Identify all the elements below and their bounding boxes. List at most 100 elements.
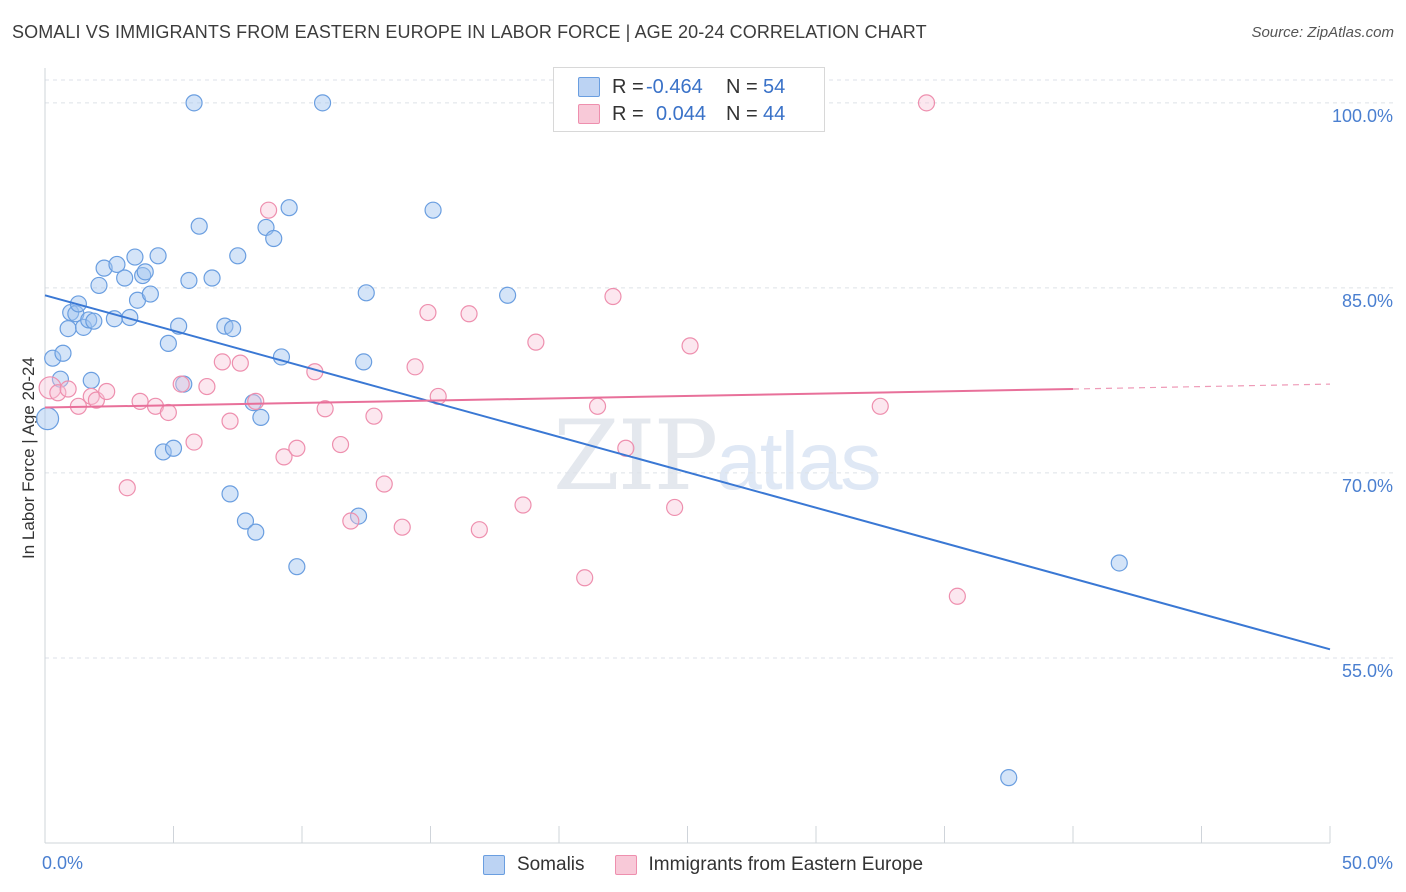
- somali-point: [82, 371, 100, 389]
- somali-point: [1110, 554, 1128, 572]
- chart-title: SOMALI VS IMMIGRANTS FROM EASTERN EUROPE…: [12, 22, 927, 42]
- somali-point: [108, 255, 126, 274]
- legend-r-value: -0.464: [646, 75, 703, 98]
- eastern-europe-point: [98, 382, 116, 401]
- y-tick-label: 70.0%: [1342, 476, 1393, 496]
- eastern-europe-point: [221, 412, 239, 430]
- somali-point: [126, 248, 144, 266]
- eastern-europe-point: [527, 333, 545, 351]
- somali-point: [288, 558, 306, 576]
- eastern-europe-point: [365, 407, 383, 425]
- legend-row-eastern-europe: R = 0.044 N = 44: [578, 101, 785, 127]
- somali-trend-line: [44, 294, 1331, 651]
- somali-point: [121, 308, 139, 327]
- eastern-europe-point: [576, 569, 594, 587]
- eastern-europe-point: [666, 498, 684, 517]
- y-tick-label: 100.0%: [1332, 106, 1393, 126]
- legend-row-somalis: R = -0.464 N = 54: [578, 74, 785, 100]
- x-tick-label: 0.0%: [42, 853, 83, 873]
- stats-legend: R = -0.464 N = 54 R = 0.044 N = 44: [553, 67, 825, 132]
- eastern-europe-point: [588, 397, 607, 415]
- eastern-europe-point: [198, 377, 216, 396]
- eastern-europe-point: [604, 287, 622, 306]
- legend-item-somalis[interactable]: Somalis: [482, 854, 585, 876]
- eastern-europe-point: [59, 380, 77, 398]
- eastern-europe-point: [131, 392, 149, 410]
- somali-point: [141, 285, 159, 303]
- legend-item-eastern-europe[interactable]: Immigrants from Eastern Europe: [614, 854, 924, 876]
- eastern-europe-point: [159, 403, 177, 422]
- eastern-europe-trend-line: [44, 388, 1074, 409]
- legend-swatch-eastern-europe: [578, 104, 600, 124]
- eastern-europe-point: [871, 397, 889, 415]
- eastern-europe-point: [38, 376, 62, 400]
- eastern-europe-point: [375, 475, 393, 493]
- somali-point: [203, 269, 221, 287]
- somali-point: [190, 217, 208, 235]
- somali-point: [252, 408, 270, 427]
- watermark: ZIPatlas: [553, 400, 881, 512]
- source-label: Source: ZipAtlas.com: [1251, 24, 1394, 41]
- somali-point: [35, 407, 60, 431]
- somali-point: [224, 319, 242, 338]
- somali-point: [1000, 769, 1018, 787]
- watermark-atlas: atlas: [716, 416, 881, 507]
- eastern-europe-point: [917, 94, 936, 112]
- eastern-europe-point: [342, 512, 360, 530]
- eastern-europe-point: [231, 354, 249, 372]
- somali-point: [154, 443, 172, 461]
- eastern-europe-point: [185, 433, 203, 451]
- somali-point: [180, 271, 198, 290]
- somali-point: [136, 263, 154, 281]
- somali-point: [44, 349, 62, 367]
- somali-point: [424, 201, 442, 219]
- eastern-europe-trend-extension: [1072, 383, 1331, 390]
- legend-r-label: R =: [612, 102, 644, 125]
- legend-r-label: R =: [612, 75, 644, 98]
- somali-point: [164, 439, 183, 457]
- y-tick-label: 55.0%: [1342, 661, 1393, 681]
- eastern-europe-point: [172, 375, 190, 393]
- eastern-europe-point: [213, 353, 231, 371]
- eastern-europe-point: [275, 448, 293, 466]
- somali-point: [95, 259, 113, 277]
- eastern-europe-point: [419, 303, 437, 322]
- somali-point: [229, 247, 247, 265]
- legend-n-value: 44: [763, 102, 786, 125]
- somali-point: [185, 94, 203, 112]
- eastern-europe-point: [288, 439, 306, 457]
- legend-n-label: N =: [726, 75, 758, 98]
- legend-swatch-somalis: [482, 855, 505, 875]
- watermark-zip: ZIP: [553, 400, 718, 512]
- somali-point: [280, 199, 298, 217]
- eastern-europe-point: [460, 305, 478, 323]
- eastern-europe-point: [948, 587, 966, 605]
- series-legend: Somalis Immigrants from Eastern Europe: [0, 852, 1406, 878]
- legend-n-label: N =: [726, 102, 758, 125]
- somali-point: [357, 284, 375, 302]
- somali-point: [59, 319, 77, 338]
- eastern-europe-point: [470, 521, 488, 539]
- y-tick-label: 85.0%: [1342, 291, 1393, 311]
- eastern-europe-point: [49, 384, 67, 402]
- somali-point: [149, 247, 167, 265]
- eastern-europe-point: [316, 400, 334, 418]
- legend-label-eastern-europe: Immigrants from Eastern Europe: [648, 854, 924, 875]
- legend-swatch-eastern-europe: [614, 855, 637, 875]
- somali-point: [355, 353, 373, 371]
- somali-point: [313, 94, 332, 112]
- somali-point: [265, 229, 283, 248]
- eastern-europe-point: [118, 479, 136, 497]
- somali-point: [54, 344, 72, 362]
- somali-point: [236, 512, 255, 530]
- x-tick-label: 50.0%: [1342, 853, 1393, 873]
- eastern-europe-point: [331, 435, 350, 454]
- legend-r-value: 0.044: [656, 102, 707, 125]
- somali-point: [159, 334, 177, 352]
- somali-point: [90, 276, 108, 295]
- somali-point: [221, 485, 239, 503]
- somali-point: [247, 523, 265, 541]
- eastern-europe-point: [393, 518, 411, 536]
- eastern-europe-point: [514, 496, 532, 514]
